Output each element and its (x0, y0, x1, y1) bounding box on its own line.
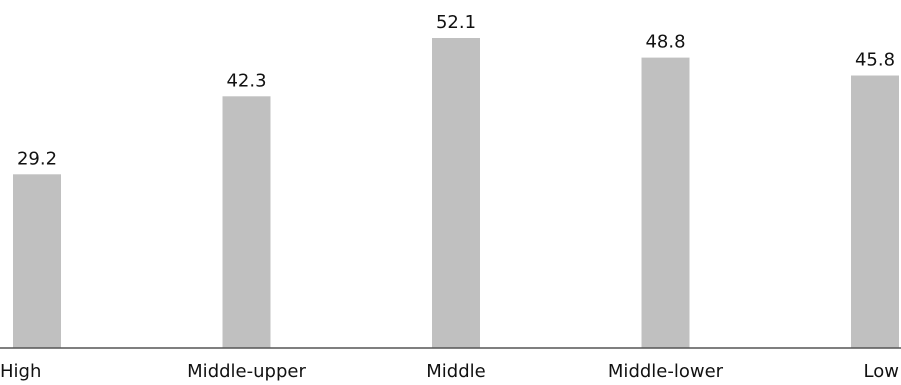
value-labels-group: 29.2 42.3 52.1 48.8 45.8 (17, 12, 895, 169)
value-label-middle-lower: 48.8 (645, 32, 685, 53)
value-label-middle-upper: 42.3 (226, 70, 266, 91)
bar-low (851, 75, 899, 348)
bar-middle-upper (222, 96, 271, 348)
x-tick-label-middle-upper: Middle-upper (187, 361, 306, 382)
value-label-low: 45.8 (855, 50, 895, 71)
bar-middle-lower (641, 57, 690, 348)
bar-middle (432, 38, 480, 348)
value-label-middle: 52.1 (436, 12, 476, 33)
x-tick-label-middle-lower: Middle-lower (608, 361, 724, 382)
x-tick-label-middle: Middle (426, 361, 485, 382)
x-tick-labels-group: High Middle-upper Middle Middle-lower Low (0, 361, 899, 382)
x-tick-label-high: High (0, 361, 41, 382)
x-tick-label-low: Low (864, 361, 899, 382)
bar-high (13, 174, 61, 348)
value-label-high: 29.2 (17, 148, 57, 169)
bars-group (13, 38, 899, 348)
